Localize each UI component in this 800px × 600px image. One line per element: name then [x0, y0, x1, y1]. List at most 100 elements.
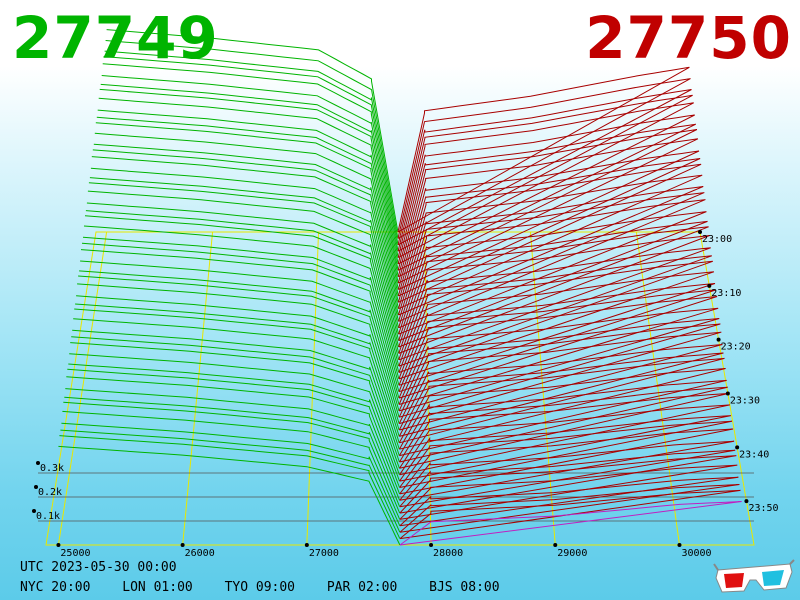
ask-depth-line [398, 283, 716, 386]
time-tick-label: 23:30 [730, 396, 760, 407]
bid-depth-line [62, 410, 401, 520]
ask-depth-line [399, 455, 737, 514]
time-tick-dot [716, 337, 721, 342]
ask-depth-line [398, 344, 723, 431]
bid-depth-line [104, 50, 399, 245]
ask-depth-line [398, 174, 703, 310]
depth-tick-dot [36, 461, 40, 465]
ask-depth-line [398, 235, 710, 354]
ask-depth-line [397, 123, 697, 271]
price-tick-label: 26000 [185, 548, 215, 559]
depth-tick-label: 0.3k [40, 463, 64, 474]
bid-depth-line [80, 249, 400, 399]
bid-depth-line [78, 275, 400, 418]
ask-depth-line [399, 476, 739, 527]
bid-depth-line [101, 75, 399, 264]
time-tick-dot [744, 499, 749, 504]
bid-depth-line [82, 236, 400, 386]
bid-depth-line [87, 190, 400, 354]
time-tick-dot [725, 391, 730, 396]
ask-depth-line [398, 199, 706, 329]
ask-depth-line [399, 501, 742, 546]
ask-depth-line [398, 307, 719, 405]
bid-depth-line [77, 283, 400, 424]
ask-depth-line [398, 226, 709, 348]
price-tick-label: 28000 [433, 548, 463, 559]
ask-depth-line [398, 289, 717, 393]
bid-depth-line [90, 167, 399, 335]
bid-depth-line [99, 88, 399, 277]
depth-tick-label: 0.1k [36, 511, 60, 522]
ask-depth-line [398, 192, 705, 322]
price-gridline [182, 231, 214, 546]
timezone-lon: LON 01:00 [122, 580, 193, 595]
ask-depth-line [398, 323, 721, 418]
time-tick-label: 23:50 [748, 503, 778, 514]
time-tick-dot [698, 230, 702, 234]
price-gridline [57, 231, 108, 546]
bid-depth-line [106, 29, 399, 233]
bid-depth-line [95, 122, 399, 303]
bid-depth-line [67, 368, 400, 488]
bid-depth-line [66, 376, 401, 495]
ask-depth-line [398, 318, 720, 412]
price-tick-dot [56, 543, 61, 547]
bid-depth-line [70, 342, 400, 469]
ask-depth-line [397, 78, 691, 239]
bid-depth-line [89, 177, 400, 341]
price-tick-dot [304, 543, 309, 547]
ask-depth-line [398, 211, 707, 335]
price-tick-label: 25000 [60, 548, 90, 559]
ask-depth-line [397, 163, 702, 303]
ask-depth-line [399, 484, 740, 533]
ask-depth-line [399, 440, 735, 501]
ask-depth-line [399, 420, 733, 488]
price-tick-dot [180, 543, 185, 547]
time-tick-dot [735, 445, 740, 450]
price-tick-dot [429, 543, 434, 547]
ask-depth-line [398, 220, 708, 342]
time-tick-label: 23:00 [702, 234, 732, 245]
bid-depth-line [60, 429, 401, 533]
bid-depth-line [59, 435, 401, 539]
ask-depth-line [399, 489, 741, 540]
3d-glasses-icon[interactable] [712, 558, 796, 596]
bid-depth-line [68, 363, 400, 482]
utc-time: UTC 2023-05-30 00:00 [20, 560, 177, 575]
axis-labels: 25000 26000 27000 28000 29000 30000 0.1k 0.2k 0.… [32, 230, 779, 559]
depth-tick-label: 0.2k [38, 487, 62, 498]
depth-tick-dot [34, 485, 38, 489]
price-gridline [635, 231, 680, 546]
bid-depth-line [69, 353, 400, 475]
ask-depth-line [398, 296, 718, 399]
bid-depth-line [98, 97, 399, 284]
bid-depth-line [84, 215, 400, 373]
bid-depth-line [81, 242, 400, 392]
depth-tick-dot [32, 509, 36, 513]
bid-depth-line [100, 83, 399, 271]
time-tick-label: 23:10 [711, 288, 741, 299]
bid-depth-line [72, 329, 400, 456]
ask-depth-line [399, 464, 738, 520]
bid-depth-line [105, 40, 399, 239]
timezone-tyo: TYO 09:00 [224, 580, 296, 595]
depth-lines [58, 29, 742, 546]
bid-depth-line [85, 210, 400, 367]
ask-price: 27750 [585, 4, 792, 72]
bid-depth-line [76, 295, 400, 431]
ask-depth-line [397, 66, 690, 233]
bid-depth-line [79, 270, 400, 412]
bid-depth-line [64, 396, 401, 507]
timezone-nyc: NYC 20:00 [20, 580, 91, 595]
price-tick-label: 27000 [309, 548, 339, 559]
bid-depth-line [94, 132, 399, 309]
ask-depth-line [399, 392, 729, 469]
bid-depth-line [58, 445, 401, 546]
time-tick-label: 23:40 [739, 449, 769, 460]
bid-depth-line [102, 63, 399, 258]
ask-depth-line [398, 247, 711, 361]
bid-depth-line [86, 202, 400, 360]
price-tick-label: 30000 [681, 548, 711, 559]
bid-depth-line [80, 260, 400, 405]
